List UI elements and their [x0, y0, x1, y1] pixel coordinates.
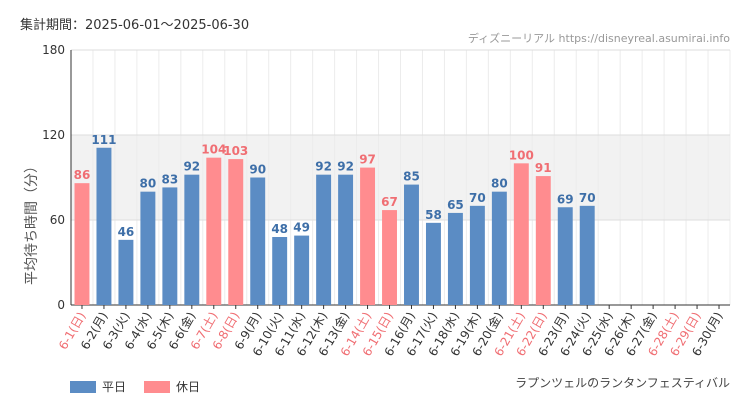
- bar: [447, 212, 463, 305]
- bar-value-label: 70: [469, 191, 486, 205]
- attraction-name: ラプンツェルのランタンフェスティバル: [515, 376, 730, 390]
- bar-value-label: 83: [161, 172, 178, 186]
- bar: [272, 237, 288, 305]
- bar-value-label: 91: [535, 161, 552, 175]
- bar: [557, 207, 573, 305]
- bar-value-label: 70: [579, 191, 596, 205]
- legend-label-holiday: 休日: [176, 380, 201, 394]
- legend-item-holiday: 休日: [144, 378, 200, 395]
- bar-value-label: 48: [271, 222, 288, 236]
- bar: [469, 205, 485, 305]
- y-tick-label: 0: [57, 298, 65, 312]
- bar-value-label: 85: [403, 170, 420, 184]
- bar: [513, 163, 529, 305]
- bar-value-label: 67: [381, 195, 398, 209]
- bar-value-label: 111: [91, 133, 116, 147]
- bar-value-label: 104: [201, 143, 226, 157]
- bar-value-label: 100: [509, 148, 534, 162]
- bar-value-label: 65: [447, 198, 464, 212]
- bar: [338, 174, 354, 305]
- bar: [579, 205, 595, 305]
- y-tick-label: 60: [50, 213, 65, 227]
- bar-value-label: 80: [491, 177, 508, 191]
- legend-item-weekday: 平日: [70, 378, 126, 395]
- bar-value-label: 92: [315, 160, 332, 174]
- bar-value-label: 92: [183, 160, 200, 174]
- bar-value-label: 80: [140, 177, 157, 191]
- bar: [425, 222, 441, 305]
- bar: [96, 147, 112, 305]
- bar: [535, 176, 551, 305]
- bar: [491, 191, 507, 305]
- period-label: 集計期間：2025-06-01～2025-06-30: [20, 18, 250, 33]
- bar: [360, 167, 376, 305]
- bar-value-label: 103: [223, 144, 248, 158]
- bar: [294, 235, 310, 305]
- y-tick-label: 120: [42, 128, 65, 142]
- legend-label-weekday: 平日: [102, 380, 127, 394]
- bar: [404, 184, 419, 305]
- bar-value-label: 92: [337, 160, 354, 174]
- legend: 平日 休日: [70, 378, 200, 395]
- y-axis-label: 平均待ち時間（分）: [24, 159, 40, 285]
- bar-value-label: 58: [425, 208, 442, 222]
- bar: [74, 183, 90, 305]
- bar: [316, 174, 332, 305]
- bar: [228, 159, 244, 305]
- bar: [162, 187, 178, 305]
- y-tick-label: 180: [42, 43, 65, 57]
- bar: [206, 157, 222, 305]
- bar: [118, 239, 134, 305]
- bar-value-label: 90: [249, 163, 266, 177]
- site-label: ディズニーリアル https://disneyreal.asumirai.inf…: [467, 32, 730, 45]
- bar-value-label: 46: [118, 225, 135, 239]
- bar: [250, 177, 266, 305]
- legend-swatch-holiday: [144, 380, 171, 393]
- bar-value-label: 49: [293, 221, 310, 235]
- bar-value-label: 97: [359, 153, 376, 167]
- bar-value-label: 86: [74, 168, 91, 182]
- bar-value-label: 69: [557, 192, 574, 206]
- bar: [140, 191, 156, 305]
- bar: [382, 210, 397, 305]
- legend-swatch-weekday: [70, 380, 96, 393]
- bar: [184, 174, 200, 305]
